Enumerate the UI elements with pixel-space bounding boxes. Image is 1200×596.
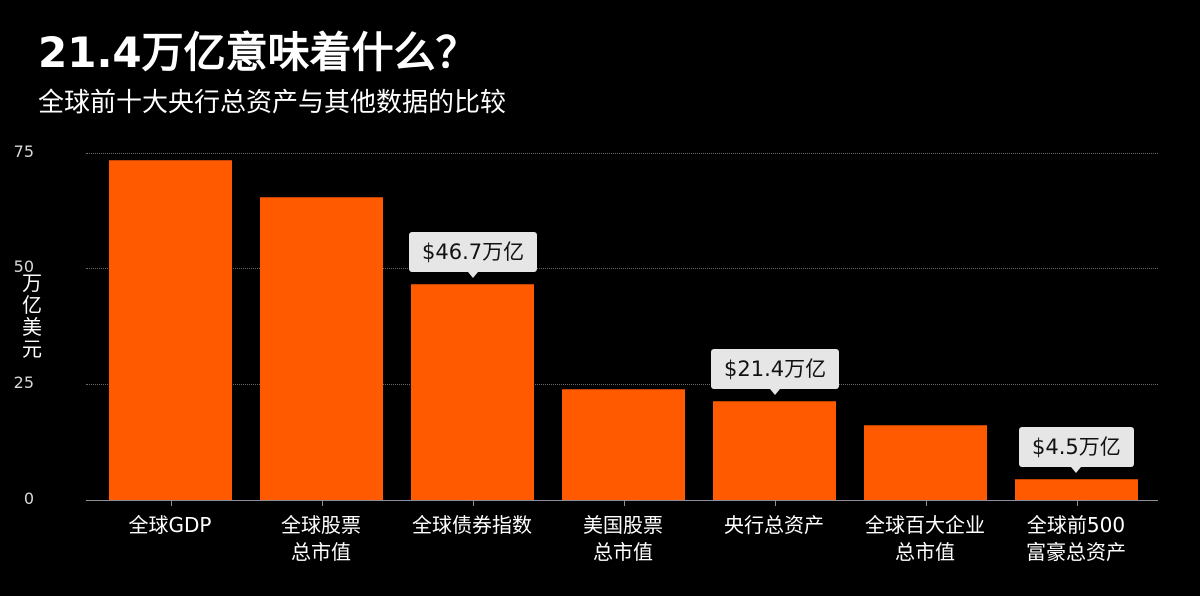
bar: [1015, 479, 1138, 500]
x-label-line: 总市值: [895, 540, 955, 564]
bar: [260, 197, 383, 500]
x-label-global-bonds: 全球债券指数: [397, 512, 547, 539]
x-label-us-stocks: 美国股票 总市值: [548, 512, 698, 566]
y-axis-label-char: 万: [22, 271, 42, 295]
y-axis-label-char: 元: [22, 337, 42, 361]
x-label-line: 全球GDP: [128, 513, 212, 537]
chart-subtitle: 全球前十大央行总资产与其他数据的比较: [38, 88, 507, 118]
x-tick: [624, 500, 625, 506]
x-tick: [171, 500, 172, 506]
x-tick: [775, 500, 776, 506]
bar: [713, 401, 836, 500]
gridline-50: [86, 268, 1158, 269]
x-label-line: 美国股票: [583, 513, 663, 537]
x-label-line: 总市值: [291, 540, 351, 564]
value-callout: $46.7万亿: [409, 232, 538, 278]
chart-title: 21.4万亿意味着什么？: [38, 28, 478, 77]
y-axis-label-char: 美: [22, 315, 42, 339]
x-label-global-stocks: 全球股票 总市值: [246, 512, 396, 566]
x-tick: [926, 500, 927, 506]
x-label-top100-companies: 全球百大企业 总市值: [850, 512, 1000, 566]
x-label-central-bank-assets: 央行总资产: [699, 512, 849, 539]
bar: [411, 284, 534, 500]
value-callout: $4.5万亿: [1019, 427, 1134, 473]
x-label-line: 富豪总资产: [1026, 540, 1126, 564]
bar: [562, 389, 685, 500]
x-label-top500-billionaires: 全球前500 富豪总资产: [1001, 512, 1151, 566]
x-label-line: 全球债券指数: [412, 513, 532, 537]
bar: [109, 160, 232, 500]
x-tick: [1077, 500, 1078, 506]
y-axis-label: 万 亿 美 元: [20, 272, 44, 360]
x-label-line: 全球股票: [281, 513, 361, 537]
plot-area: 75 50 25 0: [14, 143, 1158, 508]
value-callout: $21.4万亿: [711, 349, 840, 395]
x-label-line: 全球前500: [1026, 513, 1126, 537]
gridline-25: [86, 384, 1158, 385]
x-tick: [473, 500, 474, 506]
x-axis-line: [86, 500, 1158, 501]
y-tick-25: 25: [13, 373, 34, 392]
bar: [864, 425, 987, 500]
y-tick-50: 50: [13, 257, 34, 276]
x-tick: [322, 500, 323, 506]
x-label-global-gdp: 全球GDP: [95, 512, 245, 539]
x-label-line: 央行总资产: [724, 513, 824, 537]
x-label-line: 全球百大企业: [865, 513, 985, 537]
y-tick-75: 75: [13, 142, 34, 161]
y-tick-0: 0: [23, 489, 34, 508]
x-label-line: 总市值: [593, 540, 653, 564]
y-axis-label-char: 亿: [22, 293, 42, 317]
gridline-75: [86, 153, 1158, 154]
